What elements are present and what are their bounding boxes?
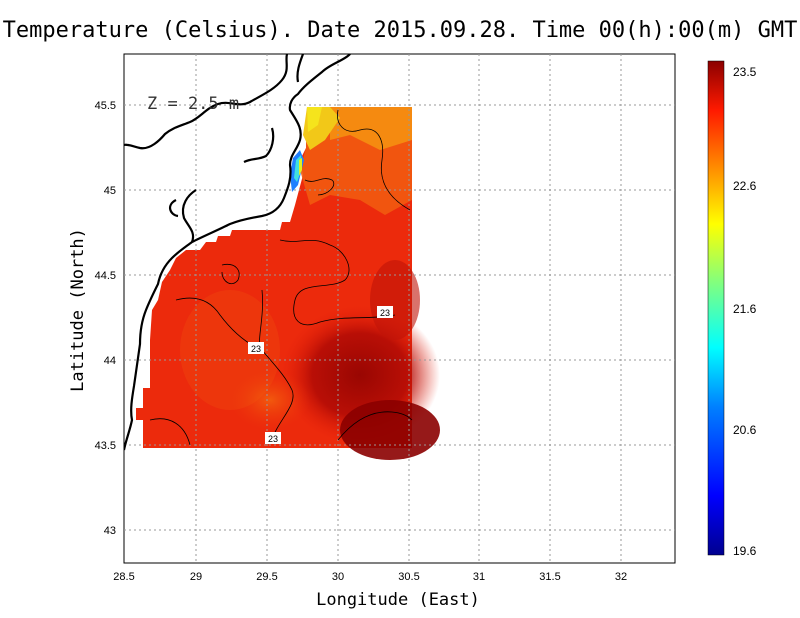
y-tick: 44.5: [95, 270, 116, 282]
contour-label-1: 23: [377, 306, 393, 318]
x-tick: 28.5: [113, 571, 134, 583]
colorbar-tick: 21.6: [733, 302, 757, 316]
temperature-field: [136, 107, 440, 460]
contour-label-3: 23: [265, 432, 281, 444]
svg-text:23: 23: [380, 308, 390, 318]
y-tick: 44: [104, 355, 116, 367]
y-tick: 43: [104, 525, 116, 537]
y-tick-labels: 43 43.5 44 44.5 45 45.5: [95, 100, 116, 537]
colorbar-tick: 19.6: [733, 544, 757, 558]
svg-text:23: 23: [268, 434, 278, 444]
x-tick: 31: [473, 571, 485, 583]
x-tick: 31.5: [539, 571, 560, 583]
x-tick-labels: 28.5 29 29.5 30 30.5 31 31.5 32: [113, 571, 627, 583]
x-tick: 32: [615, 571, 627, 583]
x-axis-label: Longitude (East): [316, 590, 480, 610]
map-title: Temperature (Celsius). Date 2015.09.28. …: [2, 18, 798, 43]
x-tick: 30: [332, 571, 344, 583]
contour-label-2: 23: [248, 342, 264, 354]
color-bar-gradient: [707, 60, 725, 556]
colorbar-tick: 22.6: [733, 179, 757, 193]
coastline: [124, 54, 351, 451]
y-tick: 45.5: [95, 100, 116, 112]
orange-upper: [330, 107, 412, 150]
y-tick: 45: [104, 185, 116, 197]
x-tick: 29.5: [256, 571, 277, 583]
depth-label: Z = 2.5 m: [147, 94, 239, 114]
colorbar-tick: 23.5: [733, 65, 757, 79]
svg-text:23: 23: [251, 344, 261, 354]
x-tick: 30.5: [398, 571, 419, 583]
colorbar-tick: 20.6: [733, 423, 757, 437]
contour-value-labels: 23 23 23: [248, 306, 393, 444]
x-tick: 29: [190, 571, 202, 583]
y-tick: 43.5: [95, 440, 116, 452]
color-bar: 23.5 22.6 21.6 20.6 19.6: [707, 60, 757, 558]
